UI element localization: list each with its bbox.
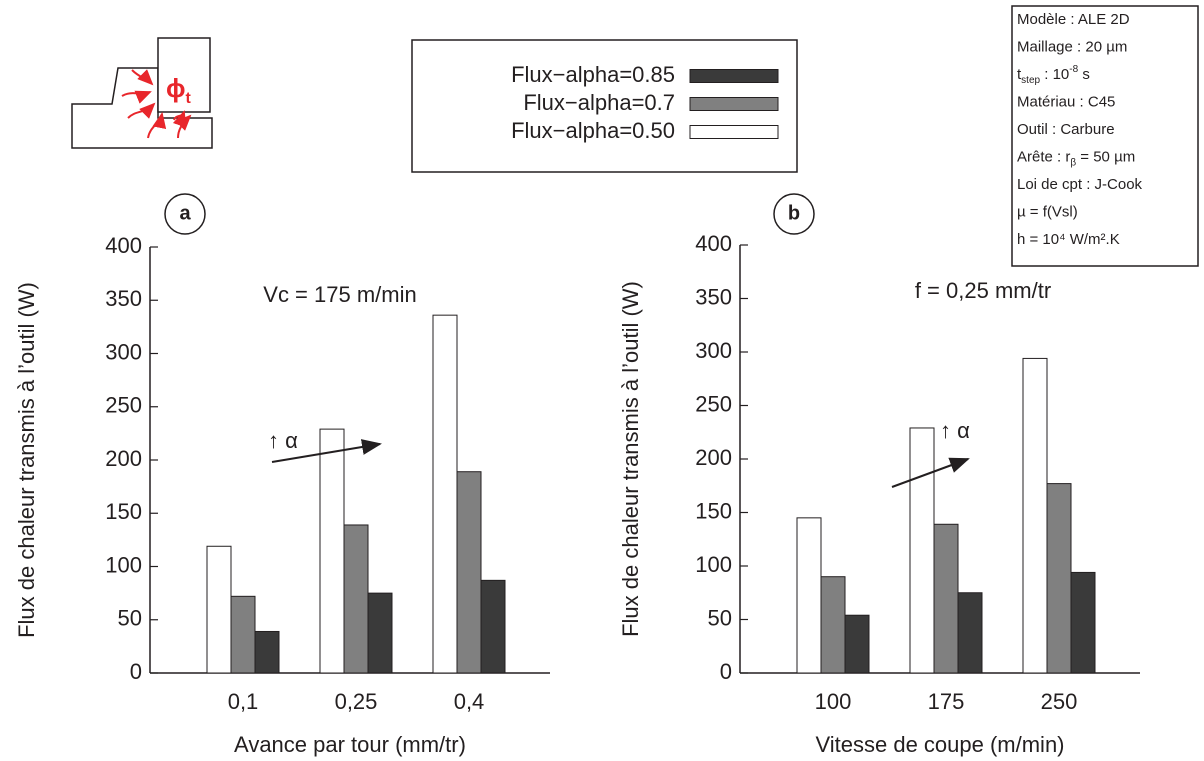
info-segment: Maillage : 20 µm [1017, 38, 1127, 55]
diagram-label-main: ϕ [166, 73, 186, 103]
bar [957, 592, 983, 674]
panel-label: b [788, 202, 800, 224]
panel-label: a [179, 202, 191, 224]
bar [796, 517, 822, 674]
info-line: Maillage : 20 µm [1017, 38, 1127, 55]
y-tick-label: 0 [720, 659, 732, 684]
bar [1070, 571, 1096, 674]
y-tick-label: 150 [695, 498, 732, 523]
x-tick-label: 100 [815, 689, 852, 714]
annotation: f = 0,25 mm/tr [915, 278, 1051, 303]
info-line: h = 10⁴ W/m².K [1017, 231, 1120, 248]
info-segment: β [1070, 158, 1076, 169]
y-tick-label: 50 [118, 606, 142, 631]
x-axis-title: Avance par tour (mm/tr) [234, 732, 466, 757]
y-tick-label: 300 [105, 339, 142, 364]
info-line: Matériau : C45 [1017, 93, 1115, 110]
y-tick-label: 300 [695, 338, 732, 363]
y-axis-title: Flux de chaleur transmis à l’outil (W) [14, 282, 39, 638]
info-segment: step [1021, 75, 1040, 86]
y-tick-label: 50 [708, 605, 732, 630]
info-segment: Outil : Carbure [1017, 121, 1115, 138]
info-segment: t [1017, 66, 1022, 83]
bar [254, 630, 280, 674]
legend-label: Flux−alpha=0.7 [523, 90, 675, 115]
tool-diagram: ϕt [71, 37, 213, 149]
legend-swatch [689, 125, 779, 139]
info-segment: Matériau : C45 [1017, 93, 1115, 110]
annotation: Vc = 175 m/min [263, 282, 416, 307]
x-tick-label: 0,4 [454, 689, 485, 714]
y-tick-label: 150 [105, 499, 142, 524]
bar [480, 579, 506, 674]
info-segment: s [1078, 66, 1090, 83]
legend-swatch [689, 97, 779, 111]
bar [844, 614, 870, 674]
info-segment: Modèle : ALE 2D [1017, 11, 1130, 28]
y-tick-label: 200 [695, 445, 732, 470]
info-line: tstep : 10-8 s [1017, 64, 1090, 86]
x-tick-label: 250 [1041, 689, 1078, 714]
bar [230, 595, 256, 674]
info-segment: Loi de cpt : J-Cook [1017, 176, 1143, 193]
bar [319, 428, 345, 674]
x-axis-title: Vitesse de coupe (m/min) [815, 732, 1064, 757]
bar [1046, 483, 1072, 674]
x-tick-label: 175 [928, 689, 965, 714]
bar [343, 524, 369, 674]
info-segment: µ = f(Vsl) [1017, 203, 1078, 220]
info-line: Arête : rβ = 50 µm [1017, 148, 1135, 168]
bar [1022, 357, 1048, 674]
x-tick-label: 0,25 [335, 689, 378, 714]
bar [432, 314, 458, 674]
bar [456, 471, 482, 674]
diagram-label: ϕt [166, 73, 192, 107]
legend-label: Flux−alpha=0.50 [511, 118, 675, 143]
info-segment: : 10 [1040, 66, 1069, 83]
info-box [1011, 5, 1199, 267]
y-tick-label: 400 [695, 231, 732, 256]
info-line: Outil : Carbure [1017, 121, 1115, 138]
bar [909, 427, 935, 674]
y-tick-label: 250 [105, 393, 142, 418]
panel-marker [773, 193, 815, 235]
annotation-arrow [891, 457, 970, 488]
diagram-label-sub: t [186, 90, 192, 107]
info-segment: = 50 µm [1076, 148, 1135, 165]
y-axis-title: Flux de chaleur transmis à l’outil (W) [618, 281, 643, 637]
bar [933, 523, 959, 674]
info-line: Modèle : ALE 2D [1017, 11, 1130, 28]
legend-swatch [689, 69, 779, 83]
legend-label: Flux−alpha=0.85 [511, 62, 675, 87]
bar [367, 592, 393, 674]
annotation: ↑ α [940, 418, 970, 443]
info-segment: -8 [1069, 64, 1078, 75]
annotation-arrow [271, 439, 382, 463]
y-tick-label: 100 [695, 552, 732, 577]
annotation: ↑ α [268, 428, 298, 453]
y-tick-label: 400 [105, 233, 142, 258]
info-line: µ = f(Vsl) [1017, 203, 1078, 220]
y-tick-label: 0 [130, 659, 142, 684]
y-tick-label: 100 [105, 552, 142, 577]
y-tick-label: 350 [105, 286, 142, 311]
bar [206, 545, 232, 674]
info-segment: h = 10⁴ W/m².K [1017, 231, 1120, 248]
info-line: Loi de cpt : J-Cook [1017, 176, 1143, 193]
panel-marker [164, 193, 206, 235]
y-tick-label: 350 [695, 284, 732, 309]
info-segment: Arête : r [1017, 148, 1070, 165]
x-tick-label: 0,1 [228, 689, 259, 714]
y-tick-label: 250 [695, 391, 732, 416]
bar [820, 576, 846, 674]
y-tick-label: 200 [105, 446, 142, 471]
